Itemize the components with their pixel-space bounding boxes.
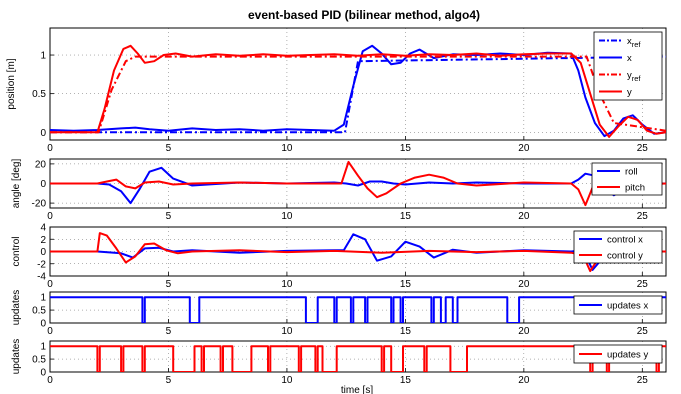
- y-axis-label: updates: [11, 290, 22, 326]
- y-tick-label: 0: [40, 319, 46, 330]
- x-tick-label: 20: [518, 143, 530, 154]
- y-tick-label: 1: [40, 293, 46, 304]
- y-tick-label: 2: [40, 235, 46, 246]
- x-tick-label: 5: [166, 143, 172, 154]
- x-tick-label: 20: [518, 326, 530, 337]
- legend-label: roll: [625, 167, 638, 178]
- x-tick-label: 25: [637, 375, 649, 386]
- plot-area: [50, 44, 666, 138]
- subplot-1: 0 5 10 15 20 25 0 0.5 1 position [m] xref x yref y: [6, 27, 667, 154]
- legend: roll pitch: [591, 162, 663, 196]
- x-tick-label: 20: [518, 375, 530, 386]
- x-tick-label: 20: [518, 279, 530, 290]
- x-tick-label: 15: [400, 211, 412, 222]
- y-tick-label: 0: [40, 128, 46, 139]
- legend-box: [591, 162, 663, 196]
- legend-label: xref: [627, 36, 641, 49]
- x-tick-label: 0: [47, 375, 53, 386]
- legend-label: y: [627, 87, 632, 98]
- y-tick-label: 1: [40, 51, 46, 62]
- series-line-updates-y: [50, 345, 666, 372]
- x-tick-label: 5: [166, 375, 172, 386]
- x-axis-label: time [s]: [341, 385, 373, 394]
- x-tick-label: 5: [166, 211, 172, 222]
- series-line-updates-x: [50, 296, 666, 323]
- legend-box: [573, 230, 663, 264]
- y-tick-label: -2: [37, 259, 46, 270]
- legend: xref x yref y: [593, 31, 663, 101]
- x-tick-label: 20: [518, 211, 530, 222]
- figure-title: event-based PID (bilinear method, algo4): [248, 8, 480, 22]
- series-line-pitch: [50, 160, 666, 207]
- axes-box: [49, 27, 667, 141]
- y-tick-label: 0: [40, 368, 46, 379]
- y-tick-label: 0: [40, 179, 46, 190]
- x-tick-label: 10: [281, 375, 293, 386]
- y-axis-label: angle [deg]: [11, 159, 22, 209]
- x-tick-label: 0: [47, 211, 53, 222]
- x-tick-label: 25: [637, 143, 649, 154]
- legend: updates x: [573, 295, 663, 315]
- y-tick-label: 1: [40, 342, 46, 353]
- x-tick-label: 10: [281, 326, 293, 337]
- legend: control x control y: [573, 230, 663, 264]
- legend-box: [573, 344, 663, 364]
- legend-box: [573, 295, 663, 315]
- x-tick-label: 10: [281, 211, 293, 222]
- x-tick-label: 15: [400, 375, 412, 386]
- y-tick-label: 0.5: [32, 89, 46, 100]
- x-tick-label: 0: [47, 326, 53, 337]
- legend-label: control x: [607, 235, 643, 246]
- x-tick-label: 5: [166, 326, 172, 337]
- legend-label: updates x: [607, 301, 648, 312]
- legend-label: updates y: [607, 350, 648, 361]
- series-line-control-x: [50, 233, 666, 271]
- legend-subscript: ref: [632, 74, 642, 83]
- legend-label: pitch: [625, 183, 645, 194]
- legend-subscript: ref: [632, 40, 642, 49]
- plot-area: [50, 296, 666, 323]
- x-tick-label: 25: [637, 326, 649, 337]
- x-tick-label: 25: [637, 279, 649, 290]
- legend-label: control y: [607, 251, 643, 262]
- x-tick-label: 15: [400, 279, 412, 290]
- x-tick-label: 0: [47, 279, 53, 290]
- y-tick-label: 0: [40, 247, 46, 258]
- x-tick-label: 10: [281, 279, 293, 290]
- y-tick-label: -20: [32, 199, 47, 210]
- y-tick-label: 0.5: [32, 306, 46, 317]
- x-tick-label: 10: [281, 143, 293, 154]
- x-tick-label: 25: [637, 211, 649, 222]
- plot-area: [50, 345, 666, 372]
- legend-box: [593, 31, 663, 101]
- x-tick-label: 5: [166, 279, 172, 290]
- y-axis-label: control: [11, 236, 22, 266]
- legend-label: yref: [627, 70, 641, 83]
- y-tick-label: 4: [40, 223, 46, 234]
- x-tick-label: 15: [400, 326, 412, 337]
- y-tick-label: -4: [37, 272, 46, 283]
- series-line-y: [50, 44, 666, 138]
- x-tick-label: 0: [47, 143, 53, 154]
- y-tick-label: 0.5: [32, 355, 46, 366]
- series-line-x: [50, 44, 666, 138]
- legend-label: x: [627, 53, 632, 64]
- series-line-x_ref: [50, 55, 666, 134]
- legend: updates y: [573, 344, 663, 364]
- x-tick-label: 15: [400, 143, 412, 154]
- y-axis-label: updates: [11, 339, 22, 375]
- y-tick-label: 20: [35, 159, 47, 170]
- y-axis-label: position [m]: [6, 58, 17, 109]
